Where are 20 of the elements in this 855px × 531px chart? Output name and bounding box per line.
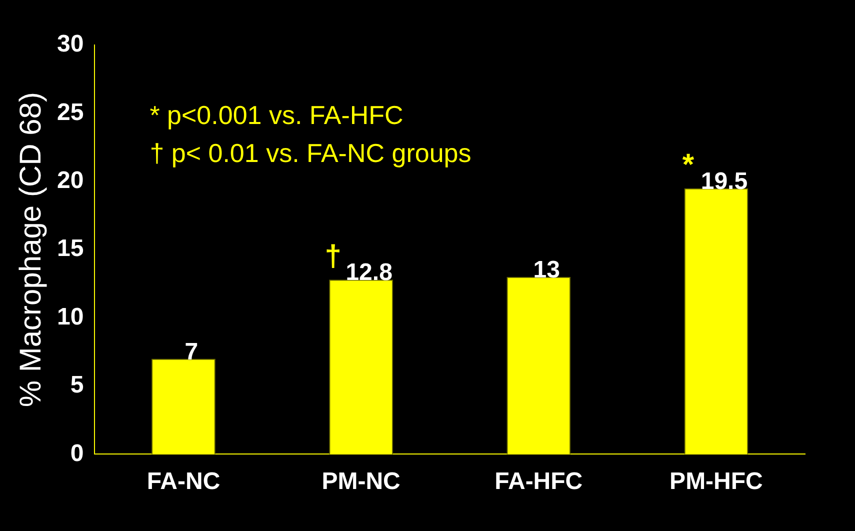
y-tick-label: 0 — [70, 440, 84, 467]
data-label: 19.5 — [700, 168, 748, 195]
x-tick-label: PM-HFC — [670, 468, 763, 496]
data-label: 7 — [184, 338, 198, 366]
annotation: * p<0.001 vs. FA-HFC — [150, 100, 404, 130]
annotation: † p< 0.01 vs. FA-NC groups — [150, 138, 472, 168]
y-tick-label: 10 — [56, 303, 84, 330]
y-tick-label: 25 — [56, 98, 84, 126]
x-tick-label: FA-HFC — [494, 468, 583, 496]
data-label: 12.8 — [346, 259, 392, 286]
y-tick-label: 5 — [70, 372, 84, 399]
x-tick-label: FA-NC — [146, 468, 220, 496]
annotation: * — [682, 148, 694, 182]
data-label: 13 — [533, 256, 560, 284]
x-tick-label: PM-NC — [322, 468, 400, 496]
y-tick-label: 20 — [56, 167, 84, 194]
y-tick-label: 15 — [56, 235, 84, 262]
annotation: † — [324, 240, 342, 273]
y-tick-label: 30 — [56, 30, 84, 58]
y-axis-title: % Macrophage (CD 68) — [14, 92, 48, 408]
